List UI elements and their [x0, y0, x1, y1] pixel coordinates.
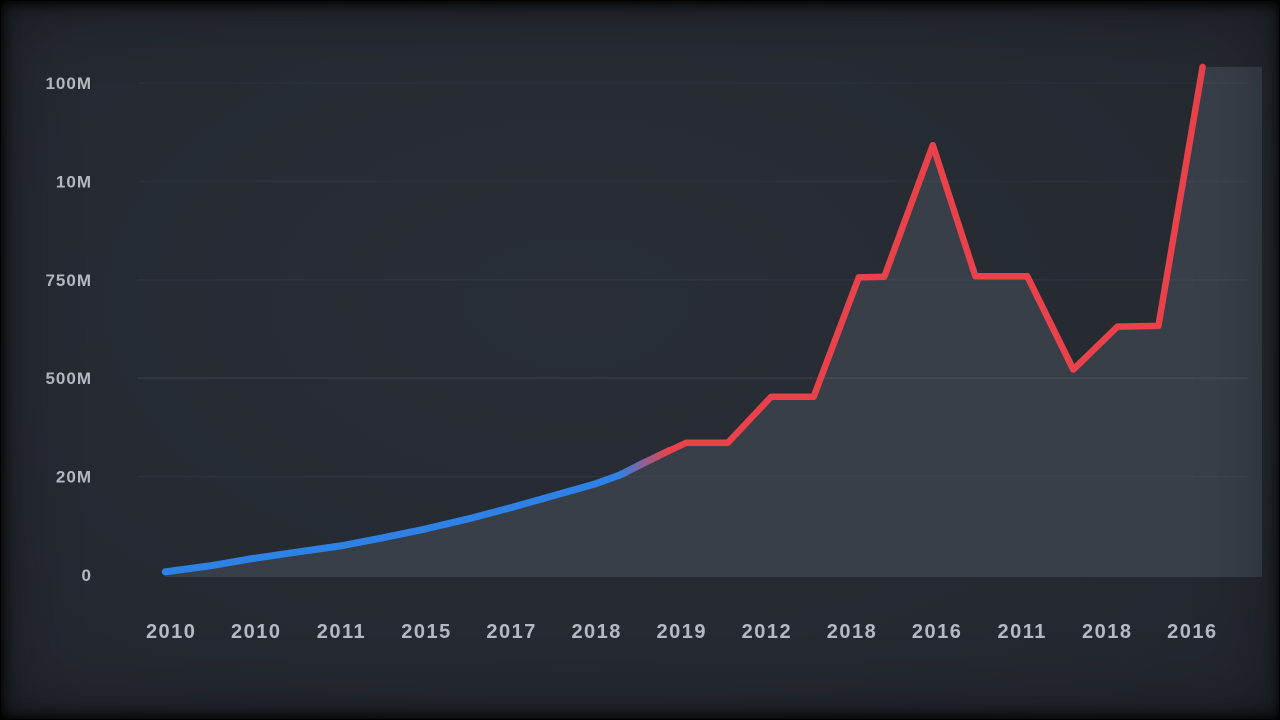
x-axis-tick-label: 2019 [657, 621, 708, 643]
x-axis-tick-label: 2015 [401, 621, 452, 643]
x-axis-tick-label: 2010 [146, 621, 197, 643]
y-axis-tick-label: 0 [82, 566, 92, 585]
x-axis-tick-label: 2012 [742, 621, 793, 643]
y-axis-tick-label: 100M [45, 74, 92, 93]
y-axis-tick-label: 750M [45, 271, 92, 290]
trend-line-blue [161, 459, 647, 576]
x-axis-tick-label: 2018 [1082, 621, 1133, 643]
x-axis-tick-label: 2018 [571, 621, 622, 643]
y-axis-tick-label: 20M [56, 468, 92, 487]
x-axis-tick-label: 2016 [912, 621, 963, 643]
y-axis-tick-label: 10M [56, 172, 92, 191]
x-axis-tick-label: 2011 [998, 621, 1047, 643]
x-axis-tick-label: 2017 [486, 621, 537, 643]
trend-line-red [640, 63, 1206, 467]
y-axis-tick-label: 500M [45, 369, 92, 388]
x-axis-tick-label: 2016 [1167, 621, 1218, 643]
trend-line-blend-segment [614, 447, 673, 480]
x-axis-tick-label: 2018 [827, 621, 878, 643]
x-axis-tick-label: 2011 [317, 621, 366, 643]
area-fill [165, 66, 1263, 578]
x-axis-tick-label: 2010 [231, 621, 282, 643]
